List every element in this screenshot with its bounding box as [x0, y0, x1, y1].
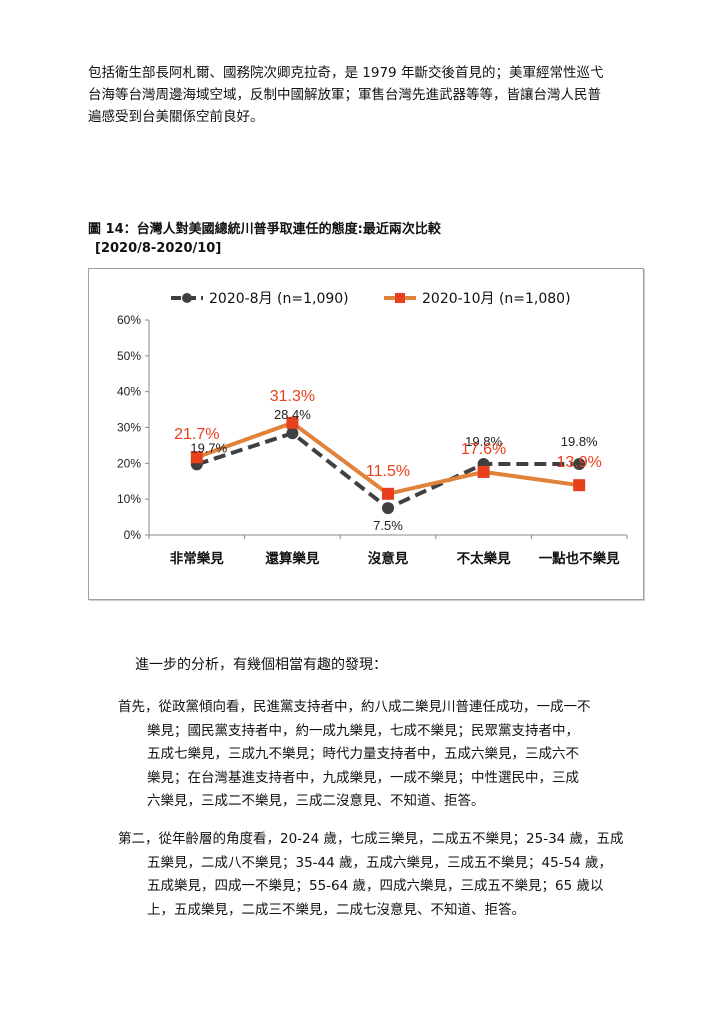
- finding-line: 樂見；國民黨支持者中，約一成九樂見，七成不樂見；民眾黨支持者中，: [147, 722, 579, 739]
- finding-line: 六樂見，三成二不樂見，三成二沒意見、不知道、拒答。: [147, 793, 485, 809]
- data-point-aug: [573, 458, 586, 471]
- finding-line: 第二，從年齡層的角度看，20-24 歲，七成三樂見，二成五不樂見；25-34 歲…: [118, 831, 624, 847]
- legend-label-oct: 2020-10月 (n=1,080): [422, 291, 571, 307]
- body-paragraph: 包括衛生部長阿札爾、國務院次卿克拉奇，是 1979 年斷交後首見的；美軍經常性巡…: [88, 62, 648, 128]
- data-label-aug: 28.4%: [274, 407, 311, 422]
- data-point-oct: [286, 416, 299, 429]
- data-label-oct: 31.3%: [270, 388, 315, 405]
- x-tick-label: 不太樂見: [457, 550, 511, 567]
- x-tick-label: 還算樂見: [265, 550, 319, 567]
- finding-line: 上，五成樂見，二成三不樂見，二成七沒意見、不知道、拒答。: [147, 901, 525, 918]
- data-label-oct: 21.7%: [174, 426, 219, 443]
- data-label-aug: 19.8%: [561, 434, 598, 449]
- x-tick-label: 一點也不樂見: [539, 550, 620, 567]
- finding-line: 五成七樂見，三成九不樂見；時代力量支持者中，五成六樂見，三成六不: [147, 746, 579, 762]
- data-label-oct: 11.5%: [366, 463, 410, 480]
- data-label-oct: 17.6%: [461, 441, 506, 458]
- paragraph-line: 台海等台灣周邊海域空域，反制中國解放軍；軍售台灣先進武器等等，皆讓台灣人民普: [88, 87, 601, 103]
- data-point-oct: [477, 465, 490, 478]
- figure-subtitle: [2020/8-2020/10]: [95, 241, 222, 256]
- data-label-aug: 19.8%: [465, 434, 502, 449]
- finding-item: 首先，從政黨傾向看，民進黨支持者中，約八成二樂見川普連任成功，一成一不 樂見；國…: [118, 696, 643, 814]
- figure-title: 圖 14：台灣人對美國總統川普爭取連任的態度:最近兩次比較: [88, 222, 441, 237]
- finding-line: 樂見；在台灣基進支持者中，九成樂見，一成不樂見；中性選民中，三成: [147, 769, 579, 786]
- y-tick-label: 10%: [117, 492, 141, 506]
- paragraph-line: 包括衛生部長阿札爾、國務院次卿克拉奇，是 1979 年斷交後首見的；美軍經常性巡…: [88, 65, 604, 81]
- y-tick-label: 30%: [117, 421, 141, 435]
- finding-line: 五樂見，二成八不樂見；35-44 歲，五成六樂見，三成五不樂見；45-54 歲，: [147, 854, 613, 871]
- y-tick-label: 0%: [124, 528, 142, 542]
- series-line-oct: [196, 420, 580, 496]
- finding-item: 第二，從年齡層的角度看，20-24 歲，七成三樂見，二成五不樂見；25-34 歲…: [118, 828, 643, 922]
- data-label-aug: 19.7%: [190, 440, 227, 455]
- data-point-oct: [190, 451, 203, 464]
- data-point-oct: [573, 479, 586, 492]
- y-tick-label: 60%: [117, 313, 141, 327]
- legend-label-aug: 2020-8月 (n=1,090): [209, 291, 349, 307]
- y-tick-label: 40%: [117, 385, 141, 399]
- data-point-aug: [382, 502, 394, 515]
- line-chart: 0% 10% 20% 30% 40% 50% 60% 非常樂見 還算樂見 沒意見 不太樂見 一點也不樂…: [88, 268, 644, 600]
- data-label-oct: 13.9%: [557, 454, 602, 471]
- data-point-oct: [382, 487, 394, 500]
- x-tick-label: 非常樂見: [170, 550, 224, 567]
- y-tick-label: 20%: [117, 456, 141, 470]
- legend-marker-aug: [182, 293, 192, 303]
- data-label-aug: 7.5%: [373, 518, 403, 533]
- paragraph-line: 遍感受到台美關係空前良好。: [88, 109, 264, 125]
- finding-line: 五成樂見，四成一不樂見；55-64 歲，四成六樂見，三成五不樂見；65 歲以: [147, 878, 604, 894]
- x-tick-label: 沒意見: [368, 550, 409, 567]
- data-point-aug: [286, 427, 299, 440]
- y-tick-label: 50%: [117, 349, 141, 363]
- finding-line: 首先，從政黨傾向看，民進黨支持者中，約八成二樂見川普連任成功，一成一不: [118, 699, 591, 715]
- analysis-intro: 進一步的分析，有幾個相當有趣的發現：: [135, 657, 387, 673]
- legend-marker-oct: [395, 293, 405, 303]
- chart-svg: 0% 10% 20% 30% 40% 50% 60% 非常樂見 還算樂見 沒意見 不太樂見 一點也不樂…: [117, 291, 628, 567]
